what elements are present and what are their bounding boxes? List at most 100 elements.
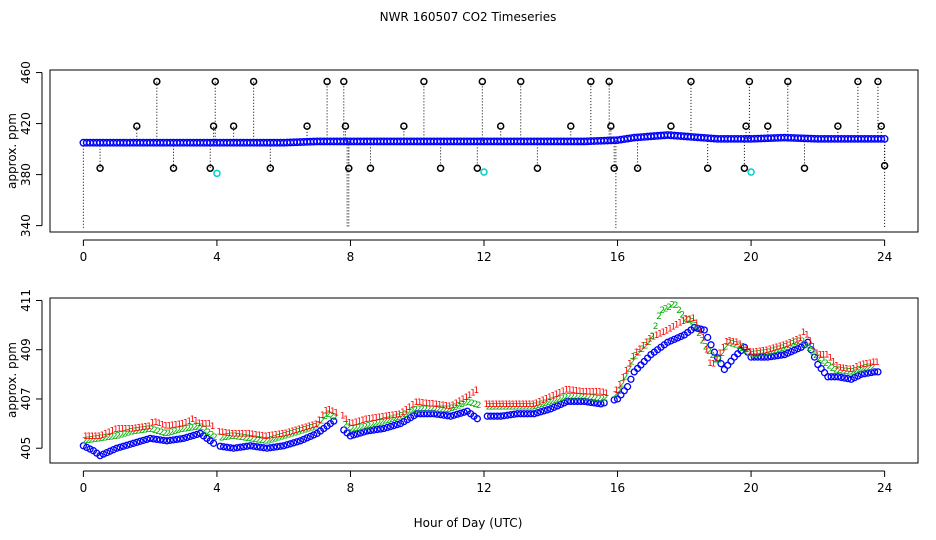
- level1-point: 1: [707, 359, 713, 369]
- spike-point: [516, 77, 525, 86]
- level2-point: 2: [466, 398, 472, 408]
- level2-point: 2: [449, 404, 455, 414]
- level1-point: 1: [467, 391, 473, 401]
- level3-point: [383, 423, 391, 432]
- level2-point: 2: [659, 306, 665, 316]
- level1-point: 1: [597, 388, 603, 398]
- level2-point: 2: [583, 393, 589, 403]
- level1-point: 1: [857, 361, 863, 371]
- level3-point: [99, 450, 108, 458]
- level2-point: 2: [679, 311, 685, 321]
- level1-point: 1: [777, 342, 783, 352]
- level3-point: [717, 360, 725, 368]
- level1-point: 1: [867, 359, 873, 369]
- spike-point: [478, 77, 487, 86]
- level1-point: 1: [500, 400, 506, 410]
- level2-point: 2: [319, 416, 325, 426]
- level2-point: 2: [259, 436, 265, 446]
- level2-point: 2: [733, 340, 739, 350]
- level2-point: 2: [740, 344, 746, 354]
- level2-point: 2: [195, 422, 201, 432]
- level1-point: 1: [300, 424, 306, 434]
- level3-point: [473, 415, 481, 423]
- level3-point: [113, 444, 121, 452]
- level2-point: 2: [402, 410, 408, 420]
- level3-point: [266, 444, 274, 452]
- level3-point: [550, 403, 558, 411]
- level1-point: 1: [831, 358, 837, 368]
- level3-point: [704, 333, 712, 342]
- level1-point: 1: [630, 353, 636, 363]
- level3-point: [663, 338, 672, 346]
- level3-point: [673, 334, 682, 342]
- level3-point: [143, 435, 151, 444]
- level3-point: [423, 410, 431, 418]
- level1-point: 1: [330, 407, 336, 417]
- level3-point: [610, 396, 618, 404]
- level3-point: [714, 354, 722, 362]
- level3-point: [106, 447, 114, 455]
- level2-point: 2: [850, 367, 856, 377]
- level2-point: 2: [245, 434, 251, 444]
- level3-point: [583, 398, 592, 406]
- level1-point: 1: [413, 398, 419, 408]
- level2-point: 2: [526, 402, 532, 412]
- level3-point: [507, 411, 515, 419]
- spike-point: [610, 164, 618, 172]
- level1-point: 1: [734, 338, 740, 348]
- level2-point: 2: [182, 424, 188, 434]
- level1-point: 1: [276, 430, 282, 440]
- level1-point: 1: [824, 351, 830, 361]
- level1-point: 1: [110, 426, 116, 436]
- spike-point: [877, 122, 886, 130]
- level3-point: [770, 352, 779, 360]
- level3-point: [553, 402, 562, 410]
- level3-point: [520, 410, 528, 418]
- level3-point: [166, 436, 174, 444]
- level2-point: 2: [796, 337, 802, 347]
- bottom-x-tick-label: 4: [213, 481, 221, 495]
- level3-point: [126, 440, 134, 448]
- level1-point: 1: [567, 385, 573, 395]
- level2-point: 2: [172, 427, 178, 437]
- level1-point: 1: [463, 393, 469, 403]
- spike-point: [473, 164, 482, 172]
- spike-point: [266, 164, 275, 172]
- level2-point: 2: [776, 345, 782, 355]
- level2-point: 2: [275, 433, 281, 443]
- spike-point: [249, 77, 258, 86]
- level2-point: 2: [566, 393, 572, 403]
- level1-point: 1: [637, 345, 643, 355]
- level2-point: 2: [533, 402, 539, 412]
- top-y-tick-label: 420: [19, 112, 33, 135]
- level3-point: [460, 408, 468, 416]
- level3-point: [767, 352, 775, 361]
- level1-point: 1: [510, 400, 516, 410]
- level2-point: 2: [432, 405, 438, 415]
- level3-point: [246, 442, 254, 450]
- spike-point: [420, 77, 428, 86]
- level2-point: 2: [296, 428, 302, 438]
- level3-point: [253, 443, 261, 451]
- level3-point: [677, 332, 685, 341]
- level2-point: 2: [159, 428, 165, 438]
- level1-point: 1: [203, 420, 209, 430]
- level3-point: [837, 373, 845, 382]
- level1-point: 1: [387, 411, 393, 421]
- level1-point: 1: [654, 331, 660, 341]
- bottom-x-tick-label: 0: [80, 481, 88, 495]
- level1-point: 1: [130, 425, 136, 435]
- level3-point: [694, 324, 702, 333]
- level2-point: 2: [102, 434, 108, 444]
- spike-point: [834, 122, 842, 130]
- level2-point: 2: [145, 425, 151, 435]
- level1-point: 1: [230, 429, 236, 439]
- level3-point: [373, 425, 381, 434]
- top-plot-marks: [79, 77, 889, 229]
- level1-point: 1: [240, 429, 246, 439]
- level3-point: [416, 410, 425, 418]
- level1-point: 1: [554, 390, 560, 400]
- level1-point: 1: [370, 414, 376, 424]
- level3-point: [129, 439, 138, 447]
- level1-point: 1: [420, 398, 426, 408]
